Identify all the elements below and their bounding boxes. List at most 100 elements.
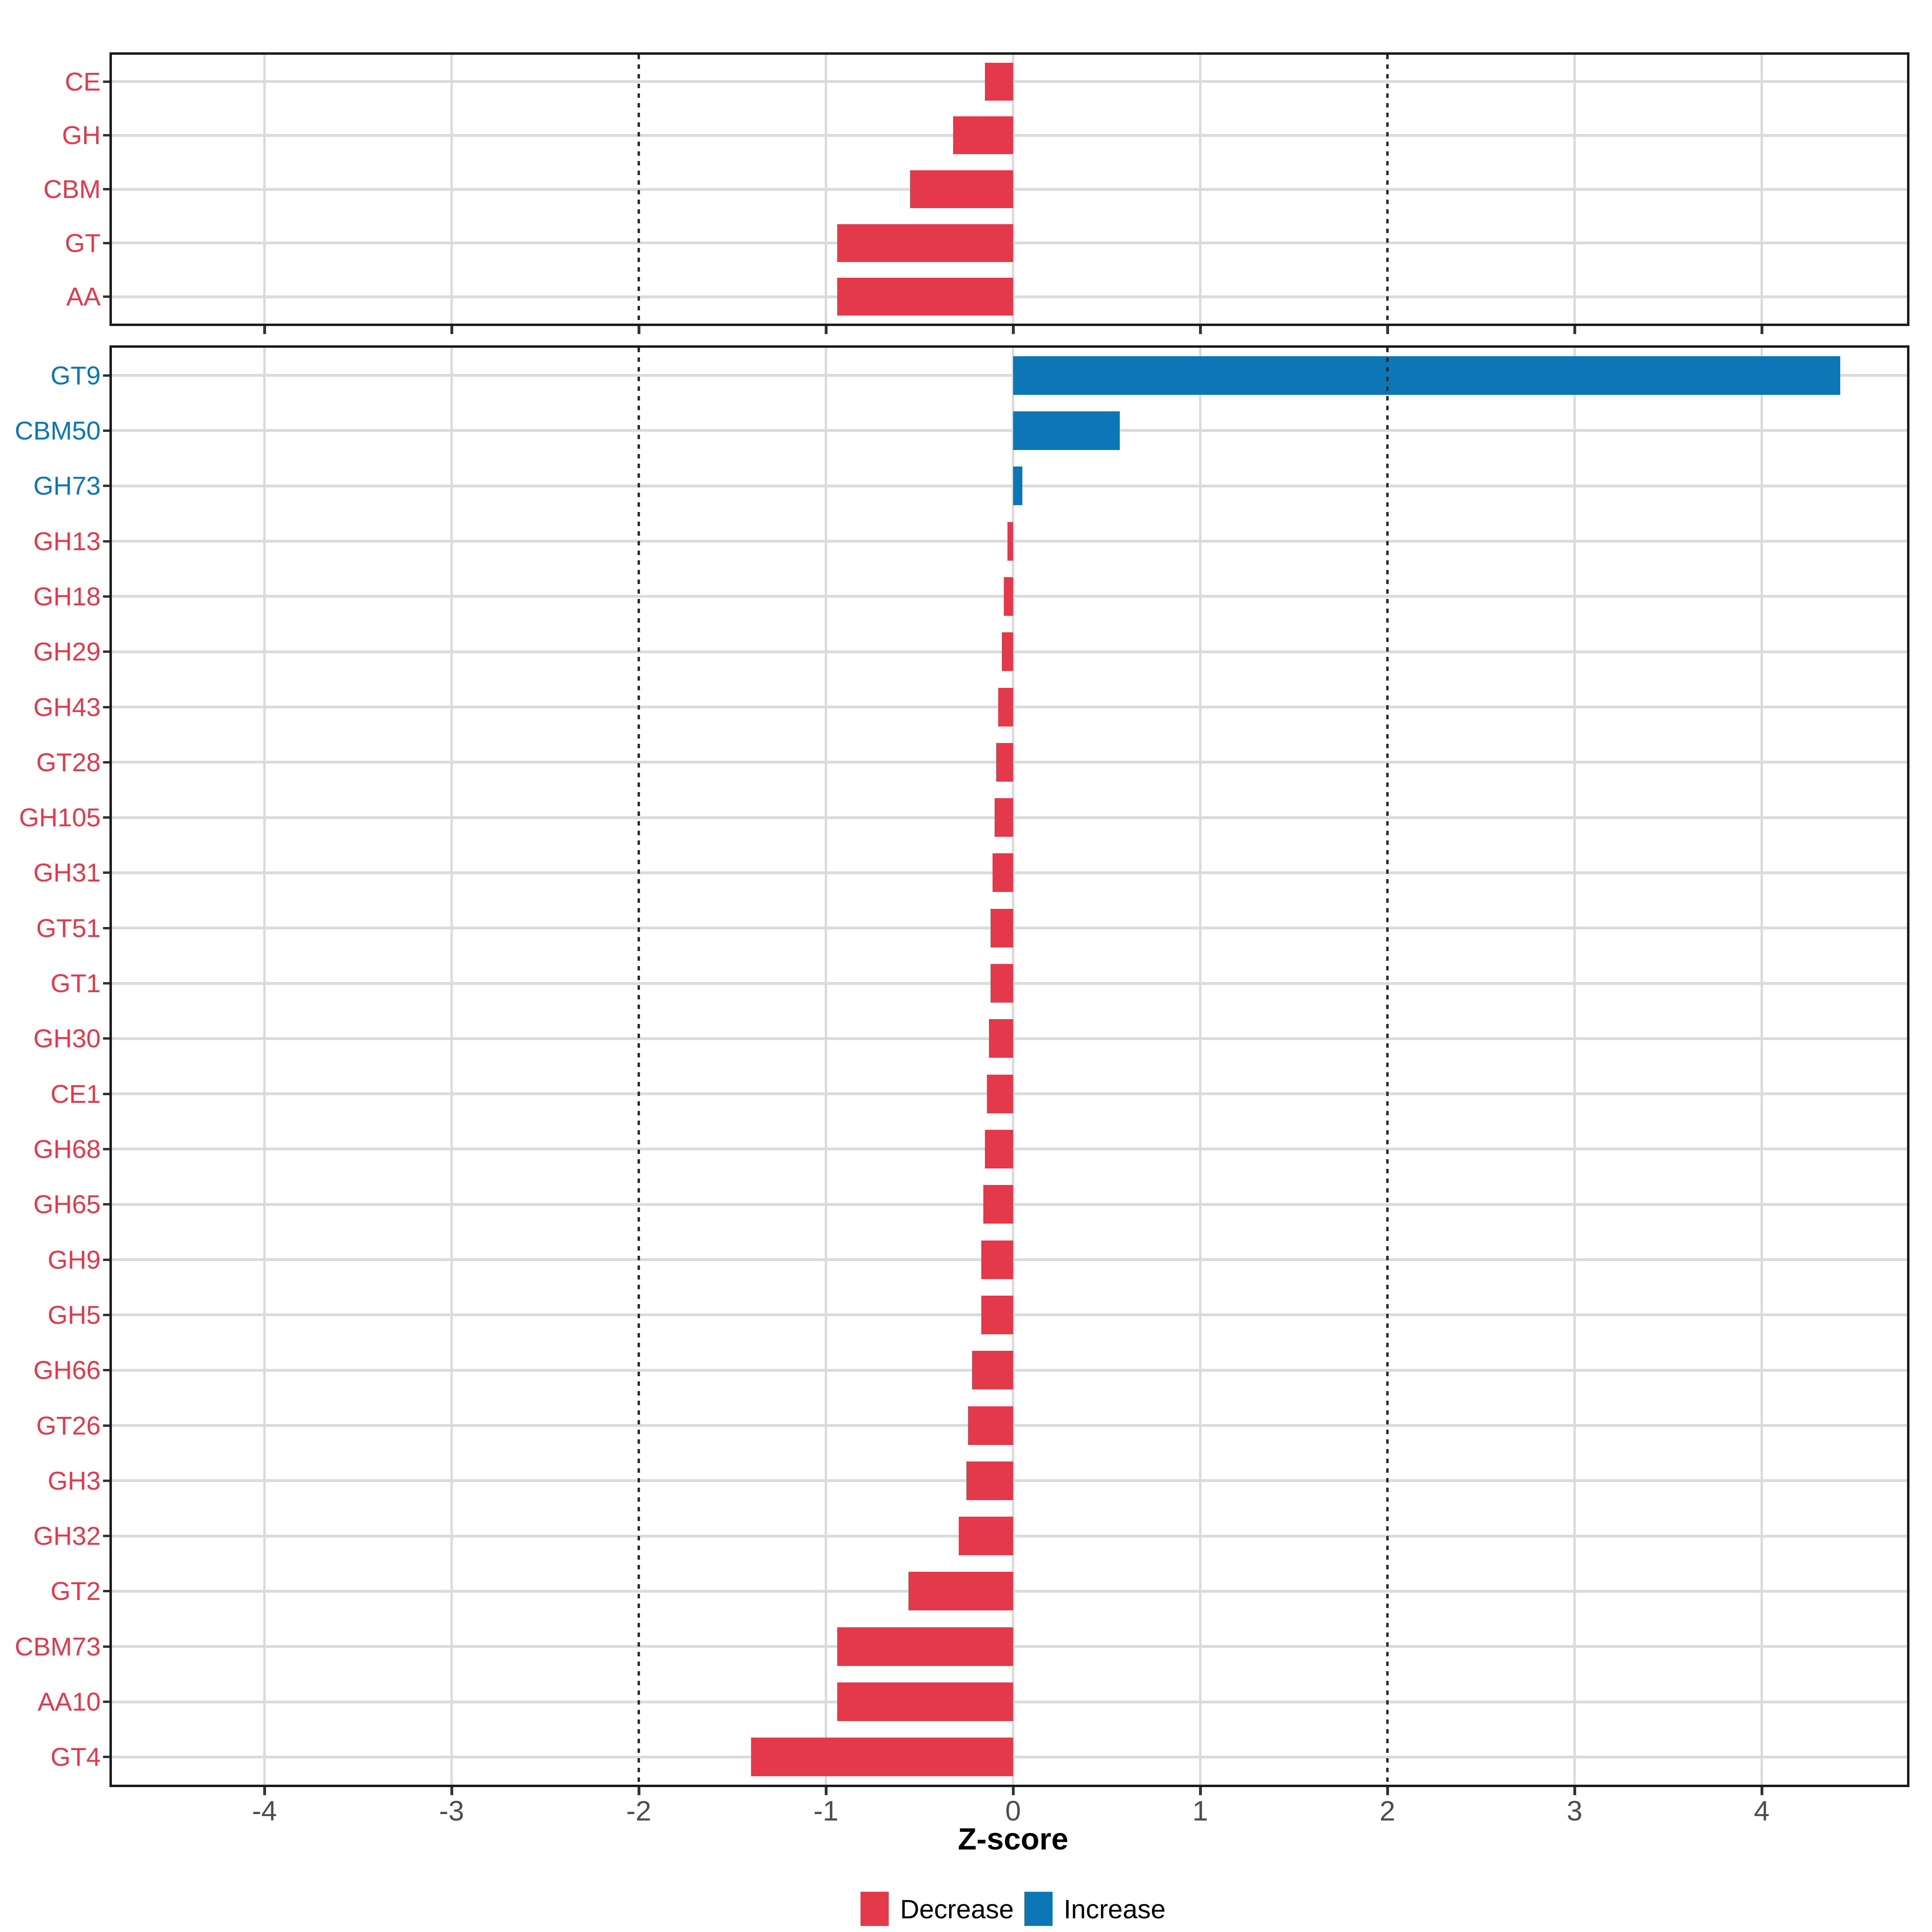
bar-GT2 (908, 1572, 1013, 1611)
x-tick-bottom--4 (263, 1787, 266, 1795)
y-label-CBM50: CBM50 (14, 416, 101, 445)
x-tick-bottom-1 (1199, 1787, 1202, 1795)
y-tick-GH5 (103, 1313, 109, 1316)
y-label-GH29: GH29 (33, 637, 101, 667)
bar-GT1 (991, 964, 1013, 1003)
gridline-vertical--4 (263, 348, 266, 1785)
y-label-GT51: GT51 (36, 913, 101, 943)
y-tick-GH3 (103, 1479, 109, 1482)
bar-CBM73 (837, 1627, 1013, 1666)
bar-CBM50 (1013, 411, 1120, 450)
gridline-vertical--3 (450, 348, 453, 1785)
y-label-CE: CE (65, 67, 101, 96)
bar-GT26 (968, 1406, 1013, 1445)
x-tick-bottom--2 (637, 1787, 640, 1795)
y-tick-CBM50 (103, 429, 109, 432)
y-label-CBM: CBM (43, 175, 101, 204)
y-tick-GH66 (103, 1369, 109, 1372)
gridline-vertical-1 (1199, 348, 1201, 1785)
bar-GH (953, 116, 1013, 155)
bar-GH5 (981, 1295, 1013, 1334)
legend-swatch-decrease-icon (861, 1892, 889, 1926)
y-tick-GH9 (103, 1258, 109, 1261)
legend-swatch-increase-icon (1024, 1892, 1053, 1926)
x-tick-label-1: 1 (1192, 1795, 1208, 1827)
legend-label-increase: Increase (1063, 1894, 1166, 1924)
x-tick-label--4: -4 (252, 1795, 277, 1827)
bar-GH65 (983, 1185, 1013, 1224)
bar-GT9 (1013, 356, 1841, 395)
y-label-GT4: GT4 (50, 1742, 101, 1772)
gridline-vertical--1 (825, 348, 827, 1785)
y-label-CBM73: CBM73 (14, 1632, 101, 1661)
y-tick-GH68 (103, 1148, 109, 1150)
y-label-GH13: GH13 (33, 526, 101, 556)
bar-GH66 (972, 1351, 1013, 1390)
x-tick-label-2: 2 (1379, 1795, 1395, 1827)
row-gridline-GT9 (112, 374, 1907, 377)
x-tick-bottom-0 (1011, 1787, 1015, 1795)
bar-GH18 (1003, 577, 1013, 616)
x-tick-top--1 (824, 326, 828, 334)
y-tick-GH105 (103, 816, 109, 819)
y-tick-GT9 (103, 374, 109, 377)
y-label-GH31: GH31 (33, 858, 101, 888)
x-tick-label-4: 4 (1754, 1795, 1770, 1827)
legend-label-decrease: Decrease (900, 1894, 1014, 1924)
y-tick-AA (103, 295, 109, 298)
legend-item-decrease: Decrease (861, 1892, 1014, 1926)
x-tick-top--4 (263, 326, 266, 334)
y-tick-GT26 (103, 1424, 109, 1427)
y-tick-GH32 (103, 1535, 109, 1538)
dashed-vline-2 (1386, 55, 1389, 324)
bar-GH43 (998, 687, 1013, 727)
x-tick-bottom-3 (1573, 1787, 1576, 1795)
y-tick-GH30 (103, 1037, 109, 1040)
panel-top: CE GH CBM GT AA (43, 52, 1909, 334)
x-tick-top--2 (637, 326, 640, 334)
y-tick-GT4 (103, 1756, 109, 1759)
bar-GH32 (959, 1517, 1013, 1556)
bar-AA10 (837, 1682, 1013, 1721)
bar-GH13 (1007, 522, 1013, 561)
y-label-AA: AA (66, 282, 101, 312)
dashed-vline--2 (638, 55, 640, 324)
bar-GH105 (994, 798, 1013, 837)
bar-GT4 (751, 1738, 1013, 1777)
x-tick-label--2: -2 (626, 1795, 652, 1827)
y-label-GH: GH (62, 121, 101, 150)
bar-GT28 (996, 743, 1013, 782)
bar-CBM (910, 170, 1013, 208)
x-tick-top-3 (1573, 326, 1576, 334)
bar-GH3 (966, 1461, 1013, 1500)
y-tick-GT2 (103, 1590, 109, 1593)
y-tick-AA10 (103, 1701, 109, 1703)
y-tick-GH18 (103, 595, 109, 598)
x-tick-bottom-4 (1760, 1787, 1763, 1795)
bar-GH73 (1013, 466, 1023, 506)
legend: Decrease Increase (47, 1890, 1932, 1928)
x-tick-top-0 (1011, 326, 1015, 334)
y-tick-GT1 (103, 982, 109, 985)
x-tick-label-0: 0 (1005, 1795, 1021, 1827)
bar-CE1 (987, 1074, 1013, 1113)
y-label-GH32: GH32 (33, 1521, 101, 1551)
y-label-GT28: GT28 (36, 747, 101, 777)
dashed-vline-2 (1386, 348, 1389, 1785)
y-label-GT1: GT1 (50, 969, 101, 998)
y-label-GH3: GH3 (47, 1466, 101, 1495)
bar-GH29 (1002, 632, 1013, 671)
y-label-GT: GT (65, 228, 101, 258)
y-label-AA10: AA10 (37, 1687, 101, 1717)
y-label-GH5: GH5 (47, 1300, 101, 1329)
bar-CE (985, 62, 1013, 101)
y-label-CE1: CE1 (50, 1079, 101, 1108)
y-tick-CBM73 (103, 1645, 109, 1648)
x-tick-label--3: -3 (439, 1795, 464, 1827)
gridline-vertical-4 (1761, 348, 1763, 1785)
y-tick-GH65 (103, 1203, 109, 1206)
x-tick-bottom-2 (1386, 1787, 1389, 1795)
x-tick-label-3: 3 (1567, 1795, 1583, 1827)
bar-GT (837, 224, 1013, 262)
